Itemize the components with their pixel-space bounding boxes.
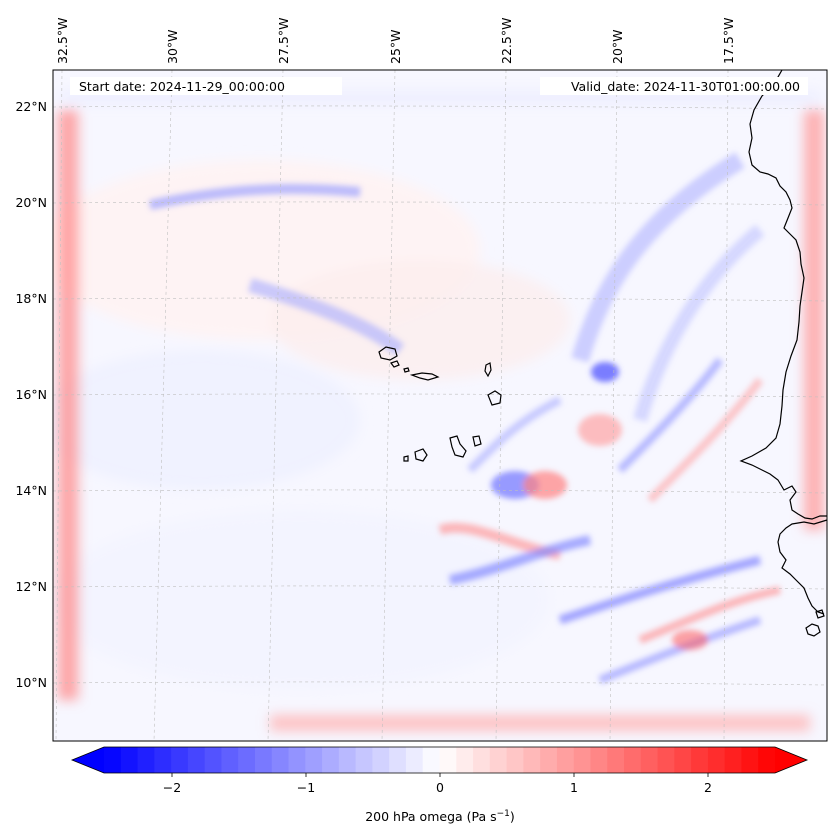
omega-broad-tint (53, 160, 570, 690)
omega-bands (148, 152, 781, 684)
colorbar-step (322, 747, 340, 773)
lon-label-30w: 30°W (165, 29, 180, 64)
colorbar-step (238, 747, 256, 773)
colorbar-step (254, 747, 273, 773)
colorbar: −2 −1 0 1 2 200 hPa omega (Pa s−1) (70, 746, 809, 824)
island-santiago (449, 435, 467, 458)
colorbar-step (187, 747, 206, 773)
colorbar-step (405, 747, 424, 773)
colorbar-step (724, 747, 743, 773)
colorbar-step (221, 747, 239, 773)
island-fogo (414, 448, 428, 462)
latitude-labels: 22°N 20°N 18°N 16°N 14°N 12°N 10°N (15, 99, 47, 690)
colorbar-step (355, 747, 374, 773)
colorbar-step (540, 747, 558, 773)
lon-label-17-5w: 17.5°W (721, 18, 736, 64)
colorbar-step (691, 747, 709, 773)
lon-label-20w: 20°W (610, 29, 625, 64)
colorbar-step (506, 747, 524, 773)
colorbar-step (104, 747, 122, 773)
colorbar-steps (104, 747, 776, 773)
omega-boundary-bands (58, 92, 824, 731)
colorbar-step (489, 747, 508, 773)
start-date-label: Start date: 2024-11-29_00:00:00 (79, 79, 285, 94)
longitude-labels: 32.5°W 30°W 27.5°W 25°W 22.5°W 20°W 17.5… (55, 18, 736, 64)
colorbar-step (456, 747, 474, 773)
colorbar-step (439, 747, 457, 773)
colorbar-outline (70, 746, 809, 774)
colorbar-step (523, 747, 541, 773)
cape-verde-islands (378, 346, 502, 462)
map-frame (52, 69, 828, 742)
cb-ticklabel-minus1: −1 (297, 780, 315, 795)
start-date-box (70, 77, 342, 95)
colorbar-label-sup: −1 (497, 809, 510, 819)
colorbar-step (741, 747, 759, 773)
colorbar-step (707, 747, 726, 773)
colorbar-step (154, 747, 172, 773)
colorbar-step (674, 747, 692, 773)
colorbar-step (389, 747, 407, 773)
colorbar-step (590, 747, 608, 773)
cb-ticklabel-minus2: −2 (163, 780, 181, 795)
map-panel: Start date: 2024-11-29_00:00:00 Valid_da… (52, 69, 828, 742)
african-coastline (739, 69, 828, 637)
colorbar-ticks (171, 773, 709, 777)
cb-ticklabel-2: 2 (704, 780, 712, 795)
colorbar-step (137, 747, 155, 773)
cb-ticklabel-0: 0 (436, 780, 444, 795)
lat-label-10n: 10°N (15, 675, 47, 690)
lon-label-22-5w: 22.5°W (499, 18, 514, 64)
colorbar-min-extend (72, 747, 104, 773)
colorbar-step (422, 747, 441, 773)
colorbar-step (171, 747, 189, 773)
island-santo-antao (378, 346, 398, 361)
island-boa-vista (487, 390, 502, 406)
colorbar-step (305, 747, 323, 773)
colorbar-step (271, 747, 290, 773)
colorbar-step (758, 747, 776, 773)
colorbar-step (473, 747, 491, 773)
colorbar-step (624, 747, 642, 773)
island-sao-nicolau (409, 372, 440, 381)
lat-label-22n: 22°N (15, 99, 47, 114)
lat-label-20n: 20°N (15, 195, 47, 210)
omega-field (53, 92, 824, 731)
island-sao-vicente (390, 360, 400, 368)
colorbar-step (288, 747, 306, 773)
colorbar-step (556, 747, 575, 773)
valid-date-label: Valid_date: 2024-11-30T01:00:00.00 (571, 79, 800, 94)
lat-label-12n: 12°N (15, 579, 47, 594)
island-brava (403, 455, 409, 462)
colorbar-step (640, 747, 659, 773)
colorbar-label-end: ) (510, 809, 515, 824)
island-sal (484, 362, 492, 378)
colorbar-step (657, 747, 675, 773)
island-santa-luzia (403, 367, 410, 373)
colorbar-step (607, 747, 625, 773)
lat-label-18n: 18°N (15, 291, 47, 306)
colorbar-step (120, 747, 139, 773)
colorbar-step (372, 747, 390, 773)
colorbar-step (204, 747, 223, 773)
lon-label-27-5w: 27.5°W (276, 18, 291, 64)
lon-label-32-5w: 32.5°W (55, 18, 70, 64)
colorbar-label: 200 hPa omega (Pa s−1) (365, 809, 515, 824)
lat-label-16n: 16°N (15, 387, 47, 402)
colorbar-max-extend (775, 747, 807, 773)
colorbar-step (338, 747, 357, 773)
lat-label-14n: 14°N (15, 483, 47, 498)
colorbar-step (573, 747, 592, 773)
valid-date-box (540, 77, 808, 95)
colorbar-label-main: 200 hPa omega (Pa s (365, 809, 496, 824)
cb-ticklabel-1: 1 (570, 780, 578, 795)
lon-label-25w: 25°W (388, 29, 403, 64)
graticule (53, 70, 827, 741)
island-maio (472, 435, 482, 447)
